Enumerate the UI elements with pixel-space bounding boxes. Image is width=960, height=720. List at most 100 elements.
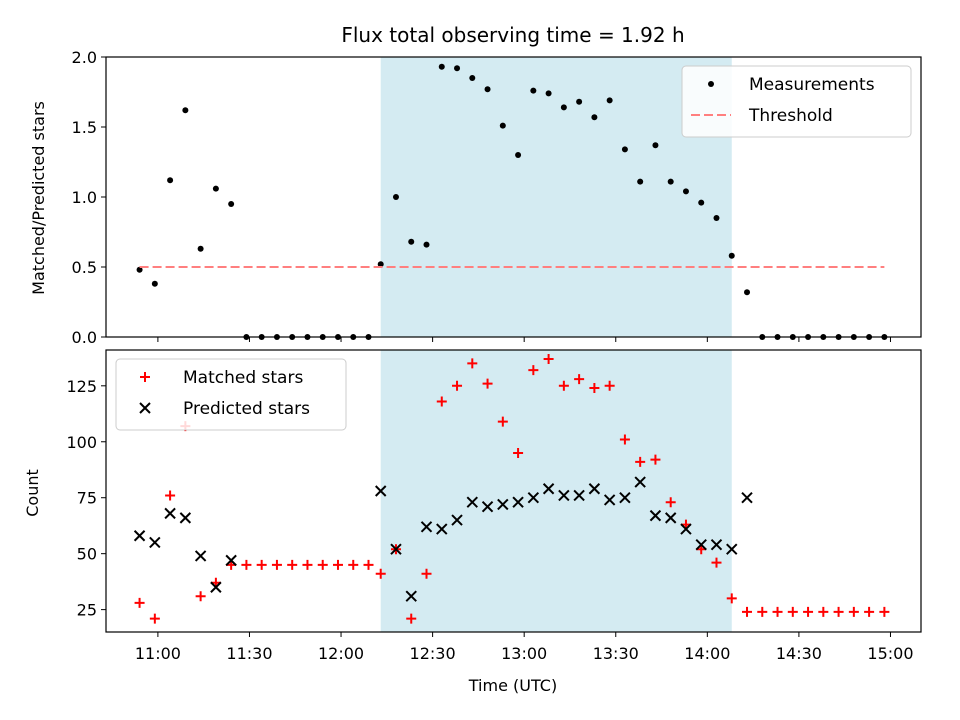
- measurement-point: [515, 152, 522, 158]
- shaded-interval: [380, 350, 732, 632]
- measurement-point: [228, 201, 235, 207]
- legend: Matched stars Predicted stars: [115, 358, 347, 431]
- predicted-star-point: [649, 509, 662, 522]
- matched-star-point: [711, 557, 722, 568]
- legend-box: [115, 358, 347, 431]
- y-tick-label: 125: [66, 377, 97, 396]
- predicted-star-point: [588, 483, 601, 495]
- x-tick-label: 15:00: [867, 644, 913, 663]
- predicted-star-point: [179, 512, 192, 524]
- y-tick-label: 0.5: [72, 258, 97, 277]
- matched-star-point: [482, 378, 493, 389]
- measurement-point: [423, 241, 430, 248]
- axes-frame: [105, 349, 922, 633]
- measurement-point: [197, 245, 204, 252]
- predicted-star-point: [133, 530, 146, 542]
- predicted-star-point: [726, 543, 738, 555]
- measurement-point: [713, 215, 720, 221]
- matched-star-point: [772, 606, 783, 617]
- matched-star-point: [787, 606, 798, 617]
- measurement-point: [576, 98, 583, 105]
- matched-star-point: [589, 383, 600, 394]
- matched-star-point: [635, 456, 646, 467]
- measurement-point: [167, 177, 174, 184]
- legend: Measurements Threshold: [681, 65, 912, 138]
- y-tick-label: 25: [77, 601, 97, 620]
- legend-box: [681, 65, 912, 138]
- measurement-point: [392, 194, 399, 200]
- predicted-star-point: [194, 550, 207, 562]
- matched-star-point: [348, 559, 359, 570]
- predicted-star-point: [512, 496, 524, 508]
- legend-marker-plus: [140, 372, 150, 382]
- legend-label: Matched stars: [183, 368, 303, 388]
- legend-label: Predicted stars: [183, 399, 310, 419]
- matched-star-point: [467, 358, 478, 369]
- predicted-star-point: [573, 489, 585, 502]
- matched-star-point: [271, 559, 282, 570]
- matched-star-point: [497, 416, 508, 427]
- matched-star-point: [604, 380, 615, 391]
- measurement-point: [408, 238, 415, 245]
- measurement-point: [744, 289, 751, 296]
- predicted-star-point: [149, 536, 161, 549]
- matched-star-point: [528, 365, 539, 376]
- predicted-star-point: [710, 539, 723, 551]
- measurement-point: [454, 65, 461, 72]
- predicted-star-point: [619, 492, 631, 504]
- predicted-star-point: [436, 523, 448, 535]
- matched-star-point: [864, 606, 875, 617]
- legend-marker-x: [139, 402, 151, 414]
- x-tick-label: 13:30: [593, 644, 639, 663]
- legend-label: Threshold: [748, 106, 833, 126]
- matched-star-point: [879, 606, 890, 617]
- matched-star-point: [543, 353, 554, 364]
- predicted-star-point: [603, 494, 616, 506]
- matched-star-point: [241, 559, 252, 570]
- matched-star-point: [165, 490, 176, 501]
- measurement-point: [606, 97, 613, 104]
- measurement-point: [698, 199, 705, 206]
- matched-star-point: [742, 606, 753, 617]
- shaded-interval: [380, 57, 732, 337]
- panel-ratio: 0.0 0.5 1.0 1.5 2.0 Measurements Threshold: [72, 48, 922, 347]
- bottom-y-axis-title: Count: [23, 469, 42, 517]
- x-tick-label: 14:00: [684, 644, 730, 663]
- measurement-point: [438, 63, 445, 70]
- matched-star-point: [650, 454, 661, 465]
- matched-star-point: [375, 568, 386, 579]
- predicted-star-point: [558, 489, 570, 502]
- measurement-point: [560, 104, 567, 111]
- measurement-point: [182, 107, 189, 114]
- matched-star-point: [363, 559, 374, 570]
- predicted-star-point: [390, 543, 402, 555]
- measurement-point: [667, 178, 674, 185]
- predicted-star-point: [664, 512, 677, 524]
- predicted-star-point: [741, 492, 753, 504]
- top-y-axis-title: Matched/Predicted stars: [29, 101, 48, 295]
- measurement-point: [377, 261, 384, 268]
- predicted-star-point: [695, 539, 707, 551]
- measurement-point: [728, 252, 735, 259]
- measurement-point: [499, 122, 506, 129]
- matched-star-point: [406, 613, 417, 624]
- predicted-star-point: [481, 500, 494, 513]
- legend-marker-dot: [708, 81, 714, 87]
- measurement-point: [591, 114, 598, 121]
- y-tick-label: 75: [77, 489, 97, 508]
- measurement-point: [545, 90, 552, 97]
- predicted-star-point: [466, 496, 478, 508]
- y-tick-label: 100: [66, 433, 97, 452]
- matched-star-point: [665, 497, 676, 508]
- measurement-point: [637, 178, 644, 185]
- matched-star-point: [149, 613, 160, 624]
- matched-star-point: [574, 374, 585, 385]
- predicted-star-point: [375, 485, 387, 497]
- chart-title: Flux total observing time = 1.92 h: [341, 23, 684, 47]
- measurement-point: [621, 146, 628, 153]
- matched-star-point: [302, 559, 313, 570]
- matched-star-point: [317, 559, 328, 570]
- x-axis-title: Time (UTC): [468, 676, 557, 695]
- y-tick-label: 1.0: [72, 188, 97, 207]
- matched-star-point: [833, 606, 844, 617]
